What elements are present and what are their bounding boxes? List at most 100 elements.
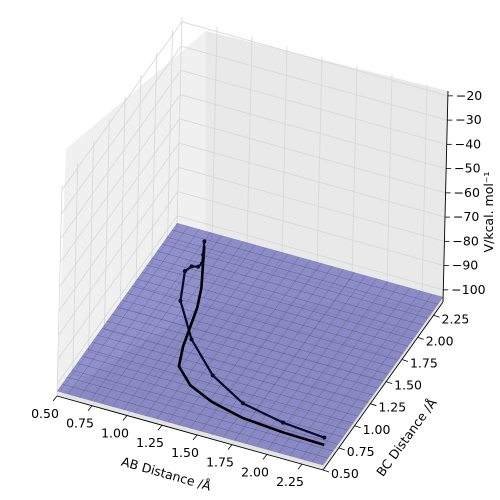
surface-facet (271, 343, 289, 354)
surface-facet (216, 235, 233, 246)
surface-facet (335, 402, 353, 414)
surface-facet (277, 260, 295, 272)
surface-facet (106, 313, 124, 325)
surface-facet (303, 318, 320, 329)
surface-facet (280, 312, 298, 323)
surface-facet (215, 310, 233, 322)
surface-facet (205, 232, 222, 243)
surface-facet (256, 364, 274, 375)
surface-facet (198, 297, 216, 308)
surface-facet (305, 352, 322, 363)
surface-facet (100, 379, 117, 390)
surface-facet (102, 338, 120, 349)
surface-facet (247, 302, 265, 314)
surface-facet (91, 334, 109, 346)
grid-line-x (196, 55, 323, 436)
surface-facet (204, 399, 222, 411)
grid-line-y (135, 74, 403, 360)
surface-facet (67, 387, 85, 398)
surface-facet (224, 279, 242, 291)
surface-facet (205, 324, 223, 336)
surface-facet (267, 442, 285, 454)
surface-facet (182, 226, 200, 237)
surface-facet (214, 293, 232, 305)
trajectory-point (241, 401, 246, 406)
surface-facet (311, 362, 329, 373)
surface-facet (257, 288, 275, 300)
surface-facet (341, 412, 359, 424)
surface-facet (218, 269, 236, 280)
surface-facet (200, 424, 218, 435)
surface-facet (180, 359, 198, 371)
surface-facet (244, 343, 262, 355)
surface-facet (268, 291, 286, 303)
surface-facet (321, 440, 339, 452)
surface-facet (303, 410, 321, 422)
surface-facet (234, 265, 252, 277)
surface-facet (121, 368, 138, 379)
surface-facet (371, 370, 389, 382)
surface-facet (315, 263, 333, 274)
surface-facet (282, 253, 300, 265)
surface-facet (132, 371, 149, 382)
surface-facet (268, 367, 285, 378)
surface-facet (294, 349, 311, 360)
surface-facet (120, 351, 137, 362)
surface-facet (360, 275, 377, 286)
surface-facet (194, 413, 212, 425)
grid-line-x (56, 16, 183, 397)
surface-facet (128, 395, 146, 406)
surface-facet (155, 302, 172, 313)
surface-facet (178, 250, 196, 261)
surface-facet (391, 342, 409, 354)
surface-facet (167, 322, 184, 333)
surface-facet (261, 264, 279, 276)
grid-line-x (161, 46, 288, 426)
grid-line-z (61, 21, 448, 191)
surface-facet (224, 371, 242, 383)
surface-facet (326, 433, 344, 445)
surface-facet (117, 392, 134, 403)
surface-facet (326, 266, 344, 277)
surface-facet (340, 303, 357, 314)
surface-facet (126, 361, 143, 372)
surface-facet (360, 367, 378, 379)
surface-facet (172, 240, 190, 251)
grid-line-y (103, 118, 371, 405)
surface-facet (223, 354, 241, 366)
surface-facet (243, 326, 261, 338)
surface-facet (228, 255, 246, 266)
surface-facet (239, 258, 257, 270)
y-tick-mark (354, 425, 361, 429)
surface-facet (138, 381, 156, 392)
surface-facet (266, 350, 284, 361)
surface-facet (280, 387, 297, 398)
surface-facet (203, 382, 221, 394)
surface-facet (159, 370, 177, 382)
surface-facet (163, 346, 181, 357)
grid-line-x (301, 85, 428, 465)
surface-facet (237, 316, 255, 328)
surface-facet (314, 413, 332, 425)
surface-facet (335, 310, 352, 321)
surface-facet (155, 394, 173, 406)
surface-facet (253, 388, 270, 399)
surface-facet (231, 306, 249, 318)
surface-facet (296, 383, 314, 394)
surface-facet (279, 370, 296, 381)
surface-facet (415, 290, 433, 302)
surface-facet (283, 346, 300, 357)
z-tick-label: −90 (452, 258, 478, 273)
surface-facet (96, 327, 114, 339)
surface-facet (288, 263, 306, 275)
x-axis-ticks: 0.50 0.75 1.00 1.25 1.50 1.75 2.00 2.25 (31, 395, 304, 489)
surface-facet (338, 361, 356, 373)
surface-facet (166, 229, 184, 241)
surface-facet (158, 353, 176, 364)
surface-facet (249, 336, 267, 348)
surface-facet (274, 377, 291, 388)
surface-facet (362, 309, 380, 321)
surface-facet (320, 423, 338, 435)
x-tick-label: 2.00 (241, 464, 269, 479)
surface-facet (289, 280, 307, 292)
